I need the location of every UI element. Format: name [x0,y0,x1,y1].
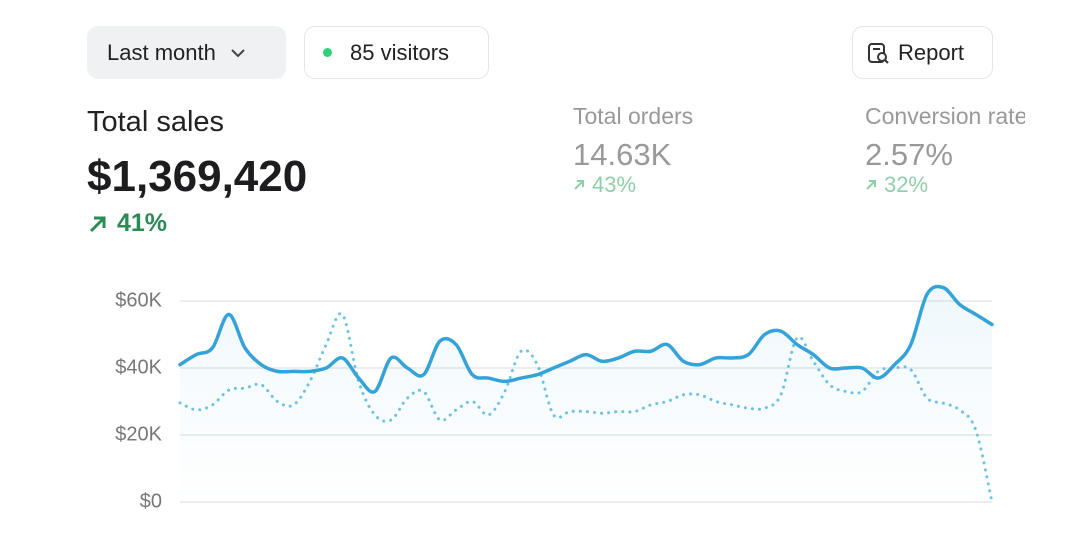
metric-value: 14.63K [573,137,672,172]
metric-value: 2.57% [865,137,953,172]
metric-label: Conversion rate [865,103,1025,129]
change-text: 43% [592,172,637,197]
y-tick-label: $20K [115,423,162,445]
visitors-label: 85 visitors [350,39,450,65]
y-tick-label: $0 [140,490,162,512]
metric-value: $1,369,420 [87,152,308,201]
up-arrow-icon [574,180,584,190]
report-icon [868,42,889,64]
metric-change: 41% [87,209,167,238]
up-arrow-icon [89,216,106,232]
y-tick-label: $40K [115,356,162,378]
metric-label: Total orders [573,103,694,129]
metric-change: 32% [865,172,928,198]
report-button[interactable]: Report [852,26,993,79]
change-text: 32% [884,172,929,197]
visitors-badge[interactable]: 85 visitors [304,26,489,79]
report-label: Report [898,39,965,65]
current-line [178,284,994,394]
chevron-icon [231,48,245,57]
y-tick-label: $60K [115,289,162,311]
live-dot [323,48,332,57]
area [180,286,992,502]
period-button[interactable]: Last month [87,26,286,79]
metric-change: 43% [573,172,636,198]
change-text: 41% [117,209,168,237]
up-arrow-icon [866,180,876,190]
period-label: Last month [107,39,216,65]
metric-label: Total sales [87,106,225,138]
